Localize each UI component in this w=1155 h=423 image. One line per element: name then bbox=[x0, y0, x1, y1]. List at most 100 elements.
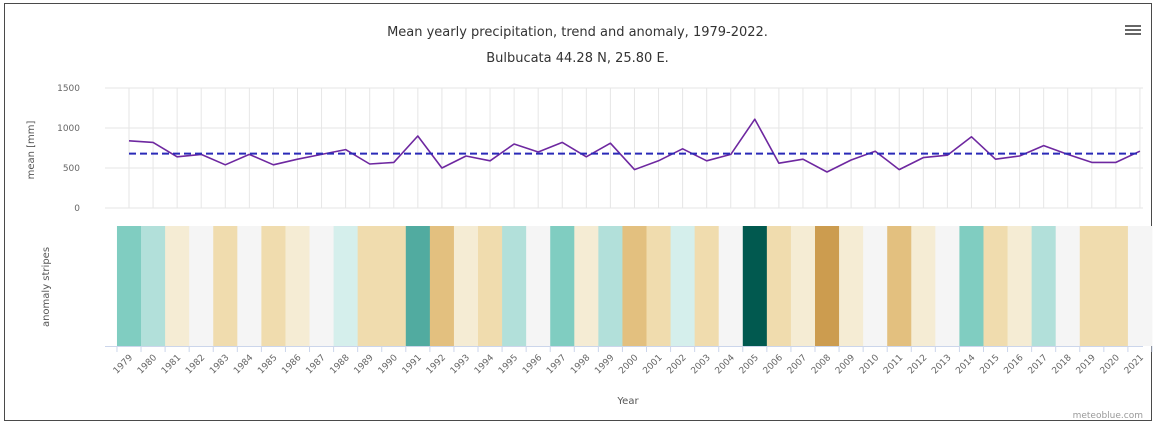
x-tick-label: 1997 bbox=[545, 353, 568, 376]
anomaly-stripe bbox=[790, 226, 816, 346]
anomaly-stripe bbox=[116, 226, 142, 346]
x-tick-label: 1988 bbox=[328, 353, 351, 376]
x-tick-label: 1991 bbox=[401, 353, 424, 376]
anomaly-stripe bbox=[1127, 226, 1153, 346]
x-tick-label: 2014 bbox=[954, 353, 977, 376]
x-tick-label: 1981 bbox=[160, 353, 183, 376]
anomaly-stripe bbox=[453, 226, 479, 346]
x-tick-label: 1982 bbox=[184, 353, 207, 376]
y-axis-title: mean [mm] bbox=[26, 120, 37, 179]
x-tick-label: 1993 bbox=[449, 353, 472, 376]
credit-text: meteoblue.com bbox=[1072, 411, 1143, 421]
series-lines bbox=[128, 118, 1141, 173]
anomaly-stripe bbox=[598, 226, 623, 346]
x-tick-label: 2005 bbox=[738, 353, 761, 376]
x-tick-label: 1983 bbox=[208, 353, 231, 376]
x-tick-label: 1994 bbox=[473, 353, 496, 376]
anomaly-stripe bbox=[887, 226, 912, 346]
x-tick-label: 2006 bbox=[762, 353, 785, 376]
x-tick-label: 2002 bbox=[665, 353, 688, 376]
x-tick-label: 2001 bbox=[641, 353, 664, 376]
anomaly-stripe bbox=[983, 226, 1008, 346]
x-tick-label: 1984 bbox=[232, 353, 255, 376]
x-tick-label: 2013 bbox=[930, 353, 953, 376]
x-tick-label: 1992 bbox=[425, 353, 448, 376]
x-tick-label: 1980 bbox=[136, 353, 159, 376]
anomaly-stripe bbox=[1007, 226, 1033, 346]
anomaly-stripe bbox=[1055, 226, 1081, 346]
anomaly-stripe bbox=[574, 226, 599, 346]
anomaly-stripe bbox=[766, 226, 792, 346]
anomaly-stripe bbox=[1079, 226, 1105, 346]
x-tick-label: 1998 bbox=[569, 353, 592, 376]
anomaly-stripe bbox=[478, 226, 503, 346]
anomaly-stripe bbox=[550, 226, 575, 346]
anomaly-stripe bbox=[357, 226, 383, 346]
x-tick-label: 2010 bbox=[858, 353, 881, 376]
y-tick-label: 0 bbox=[74, 204, 80, 214]
precipitation-line bbox=[128, 118, 1141, 173]
anomaly-stripe bbox=[959, 226, 984, 346]
anomaly-stripe bbox=[261, 226, 286, 346]
chart-title: Mean yearly precipitation, trend and ano… bbox=[387, 25, 768, 40]
x-tick-label: 2020 bbox=[1099, 353, 1122, 376]
anomaly-stripe bbox=[742, 226, 768, 346]
grid bbox=[105, 87, 1143, 209]
x-tick-label: 2021 bbox=[1123, 353, 1146, 376]
anomaly-stripe bbox=[526, 226, 551, 346]
x-tick-label: 2007 bbox=[786, 353, 809, 376]
anomaly-stripe bbox=[935, 226, 960, 346]
chart-subtitle: Bulbucata 44.28 N, 25.80 E. bbox=[486, 51, 669, 66]
anomaly-stripe bbox=[911, 226, 936, 346]
x-tick-label: 1990 bbox=[377, 353, 400, 376]
anomaly-stripe bbox=[670, 226, 696, 346]
x-tick-label: 2018 bbox=[1051, 353, 1074, 376]
anomaly-stripe bbox=[285, 226, 310, 346]
x-tick-label: 2008 bbox=[810, 353, 833, 376]
chart-frame bbox=[4, 3, 1152, 421]
anomaly-stripe bbox=[141, 226, 166, 346]
anomaly-stripe bbox=[622, 226, 647, 346]
anomaly-stripes bbox=[105, 226, 1153, 352]
x-tick-label: 2003 bbox=[690, 353, 713, 376]
anomaly-stripe bbox=[237, 226, 262, 346]
x-tick-label: 2004 bbox=[714, 353, 737, 376]
x-tick-label: 2015 bbox=[978, 353, 1001, 376]
x-axis-title: Year bbox=[616, 396, 639, 407]
x-tick-label: 1995 bbox=[497, 353, 520, 376]
x-tick-label: 1996 bbox=[521, 353, 544, 376]
anomaly-stripe bbox=[814, 226, 840, 346]
anomaly-stripe bbox=[213, 226, 238, 346]
x-tick-label: 1987 bbox=[304, 353, 327, 376]
anomaly-stripe bbox=[309, 226, 334, 346]
x-tick-label: 1979 bbox=[112, 353, 135, 376]
anomaly-stripe bbox=[646, 226, 671, 346]
anomaly-stripe bbox=[718, 226, 744, 346]
x-tick-label: 1986 bbox=[280, 353, 303, 376]
anomaly-stripe bbox=[863, 226, 888, 346]
x-tick-label: 2012 bbox=[906, 353, 929, 376]
x-tick-label: 1989 bbox=[353, 353, 376, 376]
anomaly-stripe bbox=[839, 226, 864, 346]
menu-icon[interactable] bbox=[1125, 23, 1141, 39]
anomaly-stripe bbox=[189, 226, 214, 346]
x-tick-label: 2009 bbox=[834, 353, 857, 376]
anomaly-stripe bbox=[694, 226, 720, 346]
anomaly-stripe bbox=[502, 226, 527, 346]
x-tick-label: 2011 bbox=[882, 353, 905, 376]
anomaly-stripe bbox=[429, 226, 455, 346]
y-tick-label: 1000 bbox=[57, 124, 80, 134]
anomaly-stripe bbox=[1031, 226, 1057, 346]
x-tick-label: 1985 bbox=[256, 353, 279, 376]
y-tick-label: 500 bbox=[63, 164, 80, 174]
anomaly-stripe bbox=[333, 226, 359, 346]
anomaly-stripe bbox=[165, 226, 190, 346]
x-tick-label: 1999 bbox=[593, 353, 616, 376]
y-tick-label: 1500 bbox=[57, 84, 80, 94]
stripes-axis-title: anomaly stripes bbox=[41, 247, 52, 327]
x-tick-label: 2016 bbox=[1002, 353, 1025, 376]
x-tick-label: 2000 bbox=[617, 353, 640, 376]
anomaly-stripe bbox=[1103, 226, 1129, 346]
anomaly-stripe bbox=[381, 226, 407, 346]
